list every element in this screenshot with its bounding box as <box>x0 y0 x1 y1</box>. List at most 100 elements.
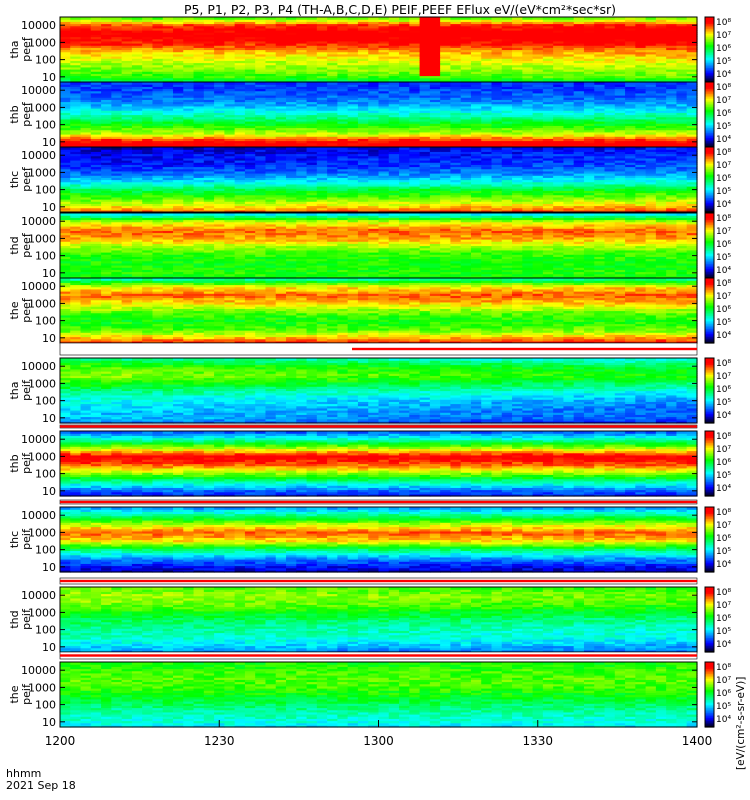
colorbar-tick-label: 10⁶ <box>716 534 731 544</box>
colorbar-tick-label: 10⁴ <box>716 135 731 145</box>
y-tick-label: 10 <box>42 267 56 280</box>
y-tick-label: 100 <box>35 699 56 712</box>
colorbar-tick-label: 10⁵ <box>716 318 731 328</box>
colorbar-tick-label: 10⁵ <box>716 122 731 132</box>
colorbar-tick-label: 10⁸ <box>716 83 731 93</box>
colorbar-tick-label: 10⁸ <box>716 214 731 224</box>
y-tick-label: 10000 <box>21 149 56 162</box>
colorbar-tick-label: 10⁸ <box>716 279 731 289</box>
colorbar: 10⁴ 10⁵ 10⁶ 10⁷ 10⁸ <box>705 82 731 148</box>
colorbar-tick-label: 10⁸ <box>716 508 731 518</box>
colorbar-tick-label: 10⁸ <box>716 663 731 673</box>
colorbar-tick-label: 10⁴ <box>716 640 731 650</box>
y-tick-label: 10 <box>42 201 56 214</box>
colorbar-tick-label: 10⁶ <box>716 174 731 184</box>
colorbar-units-label: [eV/(cm²-s-sr-eV)] <box>735 677 747 770</box>
colorbar-tick-label: 10⁶ <box>716 44 731 54</box>
x-tick-label: 1230 <box>204 734 235 748</box>
colorbar-tick-label: 10⁷ <box>716 161 731 171</box>
colorbar-tick-label: 10⁶ <box>716 614 731 624</box>
panel-label-product: peef <box>20 36 33 62</box>
y-tick-label: 10 <box>42 561 56 574</box>
colorbar-tick-label: 10⁵ <box>716 398 731 408</box>
y-tick-label: 10000 <box>21 280 56 293</box>
y-tick-label: 100 <box>35 315 56 328</box>
panel-label-product: peif <box>20 683 33 705</box>
colorbar: 10⁴ 10⁵ 10⁶ 10⁷ 10⁸ <box>705 147 731 213</box>
y-tick-label: 100 <box>35 184 56 197</box>
colorbar: 10⁴ 10⁵ 10⁶ 10⁷ 10⁸ <box>705 17 731 83</box>
colorbar-tick-label: 10⁵ <box>716 471 731 481</box>
y-tick-label: 10000 <box>21 433 56 446</box>
colorbar-tick-label: 10⁶ <box>716 109 731 119</box>
panel-label-product: peef <box>20 232 33 258</box>
colorbar-tick-label: 10⁷ <box>716 676 731 686</box>
colorbar-tick-label: 10⁸ <box>716 148 731 158</box>
y-tick-label: 100 <box>35 119 56 132</box>
colorbar-tick-label: 10⁵ <box>716 253 731 263</box>
colorbar-tick-label: 10⁸ <box>716 18 731 28</box>
y-tick-label: 100 <box>35 624 56 637</box>
y-tick-label: 10000 <box>21 664 56 677</box>
colorbar-tick-label: 10⁵ <box>716 57 731 67</box>
panel-label-product: peef <box>20 101 33 127</box>
y-tick-label: 100 <box>35 544 56 557</box>
colorbar-tick-label: 10⁸ <box>716 359 731 369</box>
colorbar-tick-label: 10⁵ <box>716 547 731 557</box>
y-tick-label: 10 <box>42 412 56 425</box>
y-tick-label: 10 <box>42 136 56 149</box>
colorbar-tick-label: 10⁸ <box>716 588 731 598</box>
colorbar-tick-label: 10⁴ <box>716 560 731 570</box>
colorbar-tick-label: 10⁴ <box>716 70 731 80</box>
colorbar-tick-label: 10⁶ <box>716 240 731 250</box>
x-tick-label: 1300 <box>363 734 394 748</box>
colorbar-tick-label: 10⁵ <box>716 187 731 197</box>
panel-label-product: peif <box>20 452 33 474</box>
y-tick-label: 100 <box>35 395 56 408</box>
colorbar-tick-label: 10⁶ <box>716 385 731 395</box>
panel-label-product: peif <box>20 608 33 630</box>
y-tick-label: 10000 <box>21 84 56 97</box>
colorbar: 10⁴ 10⁵ 10⁶ 10⁷ 10⁸ <box>705 358 731 424</box>
colorbar-tick-label: 10⁷ <box>716 445 731 455</box>
y-tick-label: 10000 <box>21 509 56 522</box>
colorbar-tick-label: 10⁴ <box>716 266 731 276</box>
panel-label-product: peif <box>20 379 33 401</box>
chart-title: P5, P1, P2, P3, P4 (TH-A,B,C,D,E) PEIF,P… <box>184 2 616 17</box>
colorbar-tick-label: 10⁴ <box>716 411 731 421</box>
colorbar-tick-label: 10⁷ <box>716 521 731 531</box>
colorbar-tick-label: 10⁴ <box>716 200 731 210</box>
y-tick-label: 10000 <box>21 19 56 32</box>
panel-label-product: peef <box>20 166 33 192</box>
x-tick-label: 1330 <box>522 734 553 748</box>
x-tick-label: 1400 <box>682 734 713 748</box>
x-axis-label-date: 2021 Sep 18 <box>6 779 76 792</box>
colorbar-tick-label: 10⁵ <box>716 702 731 712</box>
colorbar-tick-label: 10⁶ <box>716 305 731 315</box>
y-tick-label: 100 <box>35 468 56 481</box>
colorbar-tick-label: 10⁷ <box>716 31 731 41</box>
colorbar-tick-label: 10⁷ <box>716 292 731 302</box>
colorbar-tick-label: 10⁷ <box>716 372 731 382</box>
colorbar-tick-label: 10⁷ <box>716 96 731 106</box>
colorbar: 10⁴ 10⁵ 10⁶ 10⁷ 10⁸ <box>705 278 731 344</box>
colorbar-tick-label: 10⁶ <box>716 689 731 699</box>
y-tick-label: 10 <box>42 332 56 345</box>
y-tick-label: 10 <box>42 716 56 729</box>
y-tick-label: 10000 <box>21 360 56 373</box>
colorbar-tick-label: 10⁴ <box>716 331 731 341</box>
panel-label-product: peef <box>20 297 33 323</box>
